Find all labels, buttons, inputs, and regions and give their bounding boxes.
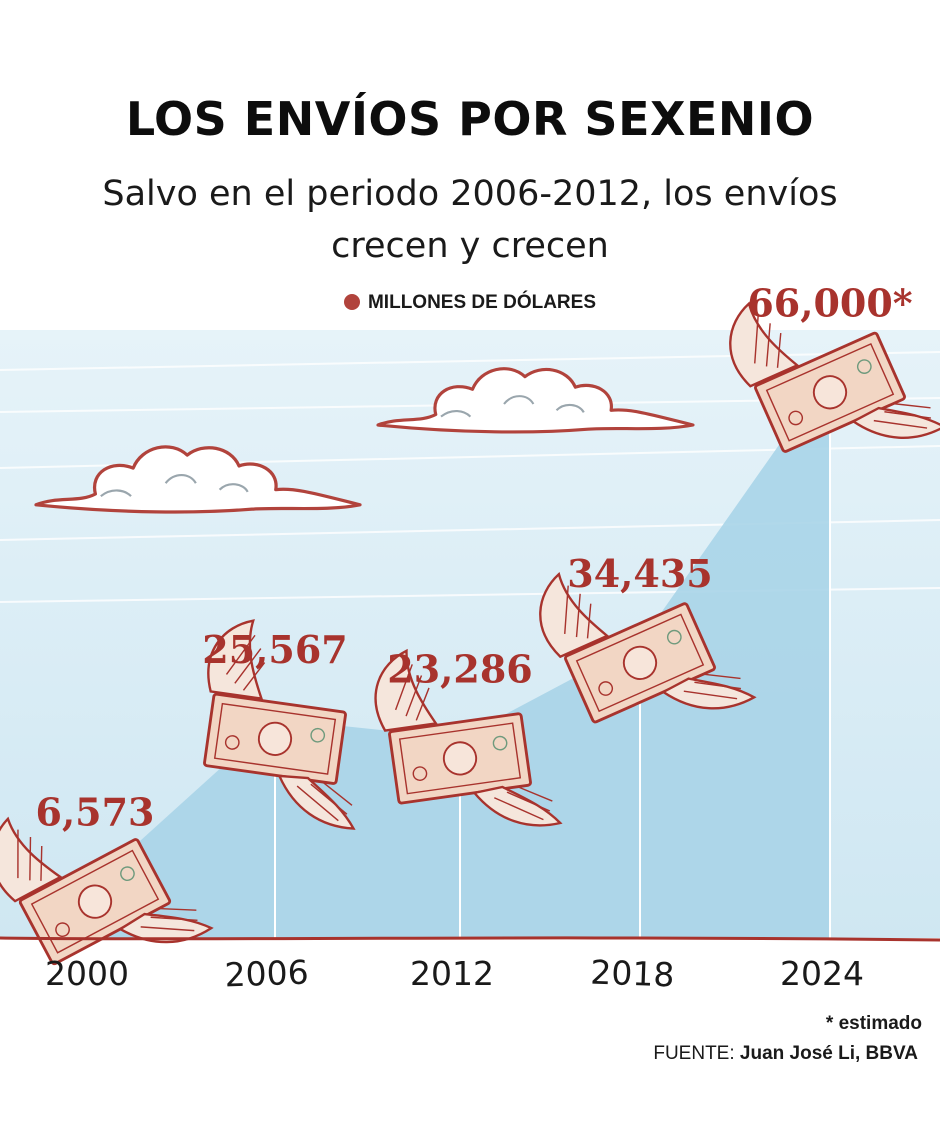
data-label: 34,435 [567, 551, 712, 596]
area-series [95, 372, 830, 938]
x-tick-label: 2012 [410, 954, 494, 993]
x-tick-label: 2018 [590, 953, 675, 995]
data-label: 6,573 [36, 790, 155, 835]
legend: MILLONES DE DÓLARES [0, 292, 940, 314]
x-tick-label: 2024 [780, 954, 864, 993]
legend-label: MILLONES DE DÓLARES [367, 292, 596, 313]
legend-dot [343, 294, 360, 310]
source: FUENTE: Juan José Li, BBVA [653, 1043, 918, 1065]
x-tick-label: 2006 [224, 953, 309, 995]
source-prefix: FUENTE: [653, 1043, 735, 1064]
source-name: Juan José Li, BBVA [739, 1043, 918, 1064]
x-tick-label: 2000 [45, 954, 129, 993]
chart-title: LOS ENVÍOS POR SEXENIO [125, 92, 815, 146]
chart-subtitle: Salvo en el periodo 2006-2012, los envío… [102, 174, 838, 266]
data-label: 66,000* [747, 280, 912, 325]
baseline [0, 936, 940, 942]
data-label: 25,567 [202, 627, 347, 672]
footnote: * estimado [825, 1013, 922, 1034]
data-label: 23,286 [387, 646, 532, 691]
